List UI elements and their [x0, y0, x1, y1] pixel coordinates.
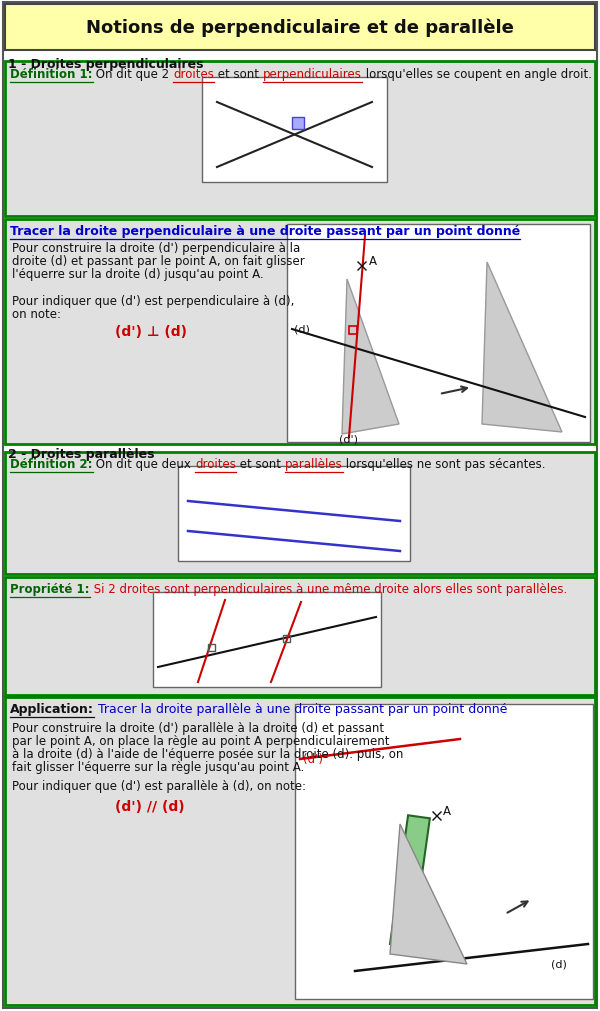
Text: droites: droites [173, 68, 214, 81]
Text: on note:: on note: [12, 307, 61, 320]
Text: Propriété 1:: Propriété 1: [10, 582, 89, 595]
Text: (d): (d) [551, 959, 567, 969]
Text: parallèles: parallèles [285, 458, 343, 470]
Text: On dit que deux: On dit que deux [92, 458, 195, 470]
Text: lorsqu'elles ne sont pas sécantes.: lorsqu'elles ne sont pas sécantes. [343, 458, 546, 470]
Text: Tracer la droite perpendiculaire à une droite passant par un point donné: Tracer la droite perpendiculaire à une d… [10, 224, 520, 238]
Text: Notions de perpendiculaire et de parallèle: Notions de perpendiculaire et de parallè… [86, 19, 514, 37]
Text: (d'): (d') [339, 435, 358, 445]
Bar [287, 224, 590, 443]
Bar [5, 577, 595, 696]
Text: Application:: Application: [10, 703, 94, 716]
Polygon shape [342, 280, 399, 435]
Text: A: A [369, 255, 377, 268]
Bar [295, 705, 593, 999]
Text: (d'): (d') [303, 752, 323, 765]
Text: fait glisser l'équerre sur la règle jusqu'au point A.: fait glisser l'équerre sur la règle jusq… [12, 760, 304, 773]
Text: droites: droites [195, 458, 236, 470]
Text: par le point A, on place la règle au point A perpendiculairement: par le point A, on place la règle au poi… [12, 734, 389, 747]
Bar [5, 698, 595, 1005]
Bar [153, 592, 381, 687]
Text: Pour indiquer que (d') est parallèle à (d), on note:: Pour indiquer que (d') est parallèle à (… [12, 779, 306, 793]
Text: lorsqu'elles se coupent en angle droit.: lorsqu'elles se coupent en angle droit. [362, 68, 592, 81]
Text: On dit que 2: On dit que 2 [92, 68, 173, 81]
Bar [292, 118, 304, 129]
Text: Pour construire la droite (d') perpendiculaire à la: Pour construire la droite (d') perpendic… [12, 242, 300, 255]
Polygon shape [390, 816, 430, 947]
Text: Pour construire la droite (d') parallèle à la droite (d) et passant: Pour construire la droite (d') parallèle… [12, 721, 384, 734]
Text: Si 2 droites sont perpendiculaires à une même droite alors elles sont parallèles: Si 2 droites sont perpendiculaires à une… [89, 582, 567, 595]
Bar [5, 62, 595, 216]
Text: et sont: et sont [236, 458, 285, 470]
Text: droite (d) et passant par le point A, on fait glisser: droite (d) et passant par le point A, on… [12, 255, 305, 268]
Text: Définition 1:: Définition 1: [10, 68, 92, 81]
Text: Pour indiquer que (d') est perpendiculaire à (d),: Pour indiquer que (d') est perpendiculai… [12, 295, 295, 307]
Text: 1 - Droites perpendiculaires: 1 - Droites perpendiculaires [8, 58, 203, 71]
Text: 2 - Droites parallèles: 2 - Droites parallèles [8, 448, 155, 461]
Bar [5, 5, 595, 51]
Bar [283, 635, 290, 642]
Text: A: A [443, 804, 451, 817]
Text: l'équerre sur la droite (d) jusqu'au point A.: l'équerre sur la droite (d) jusqu'au poi… [12, 268, 263, 281]
Text: (d): (d) [294, 324, 310, 334]
Bar [202, 78, 387, 183]
Text: à la droite (d) à l'aide de l'équerre posée sur la droite (d). puis, on: à la droite (d) à l'aide de l'équerre po… [12, 747, 403, 760]
Bar [5, 453, 595, 574]
Text: (d') // (d): (d') // (d) [115, 800, 185, 813]
Bar [178, 466, 410, 561]
Bar [349, 327, 357, 335]
Polygon shape [390, 824, 467, 964]
Polygon shape [482, 263, 562, 433]
Text: (d') ⊥ (d): (d') ⊥ (d) [115, 325, 187, 339]
Text: et sont: et sont [214, 68, 263, 81]
Text: Définition 2:: Définition 2: [10, 458, 92, 470]
Text: perpendiculaires: perpendiculaires [263, 68, 362, 81]
Text: Tracer la droite parallèle à une droite passant par un point donné: Tracer la droite parallèle à une droite … [94, 703, 507, 716]
Bar [5, 219, 595, 445]
Bar [208, 644, 215, 651]
